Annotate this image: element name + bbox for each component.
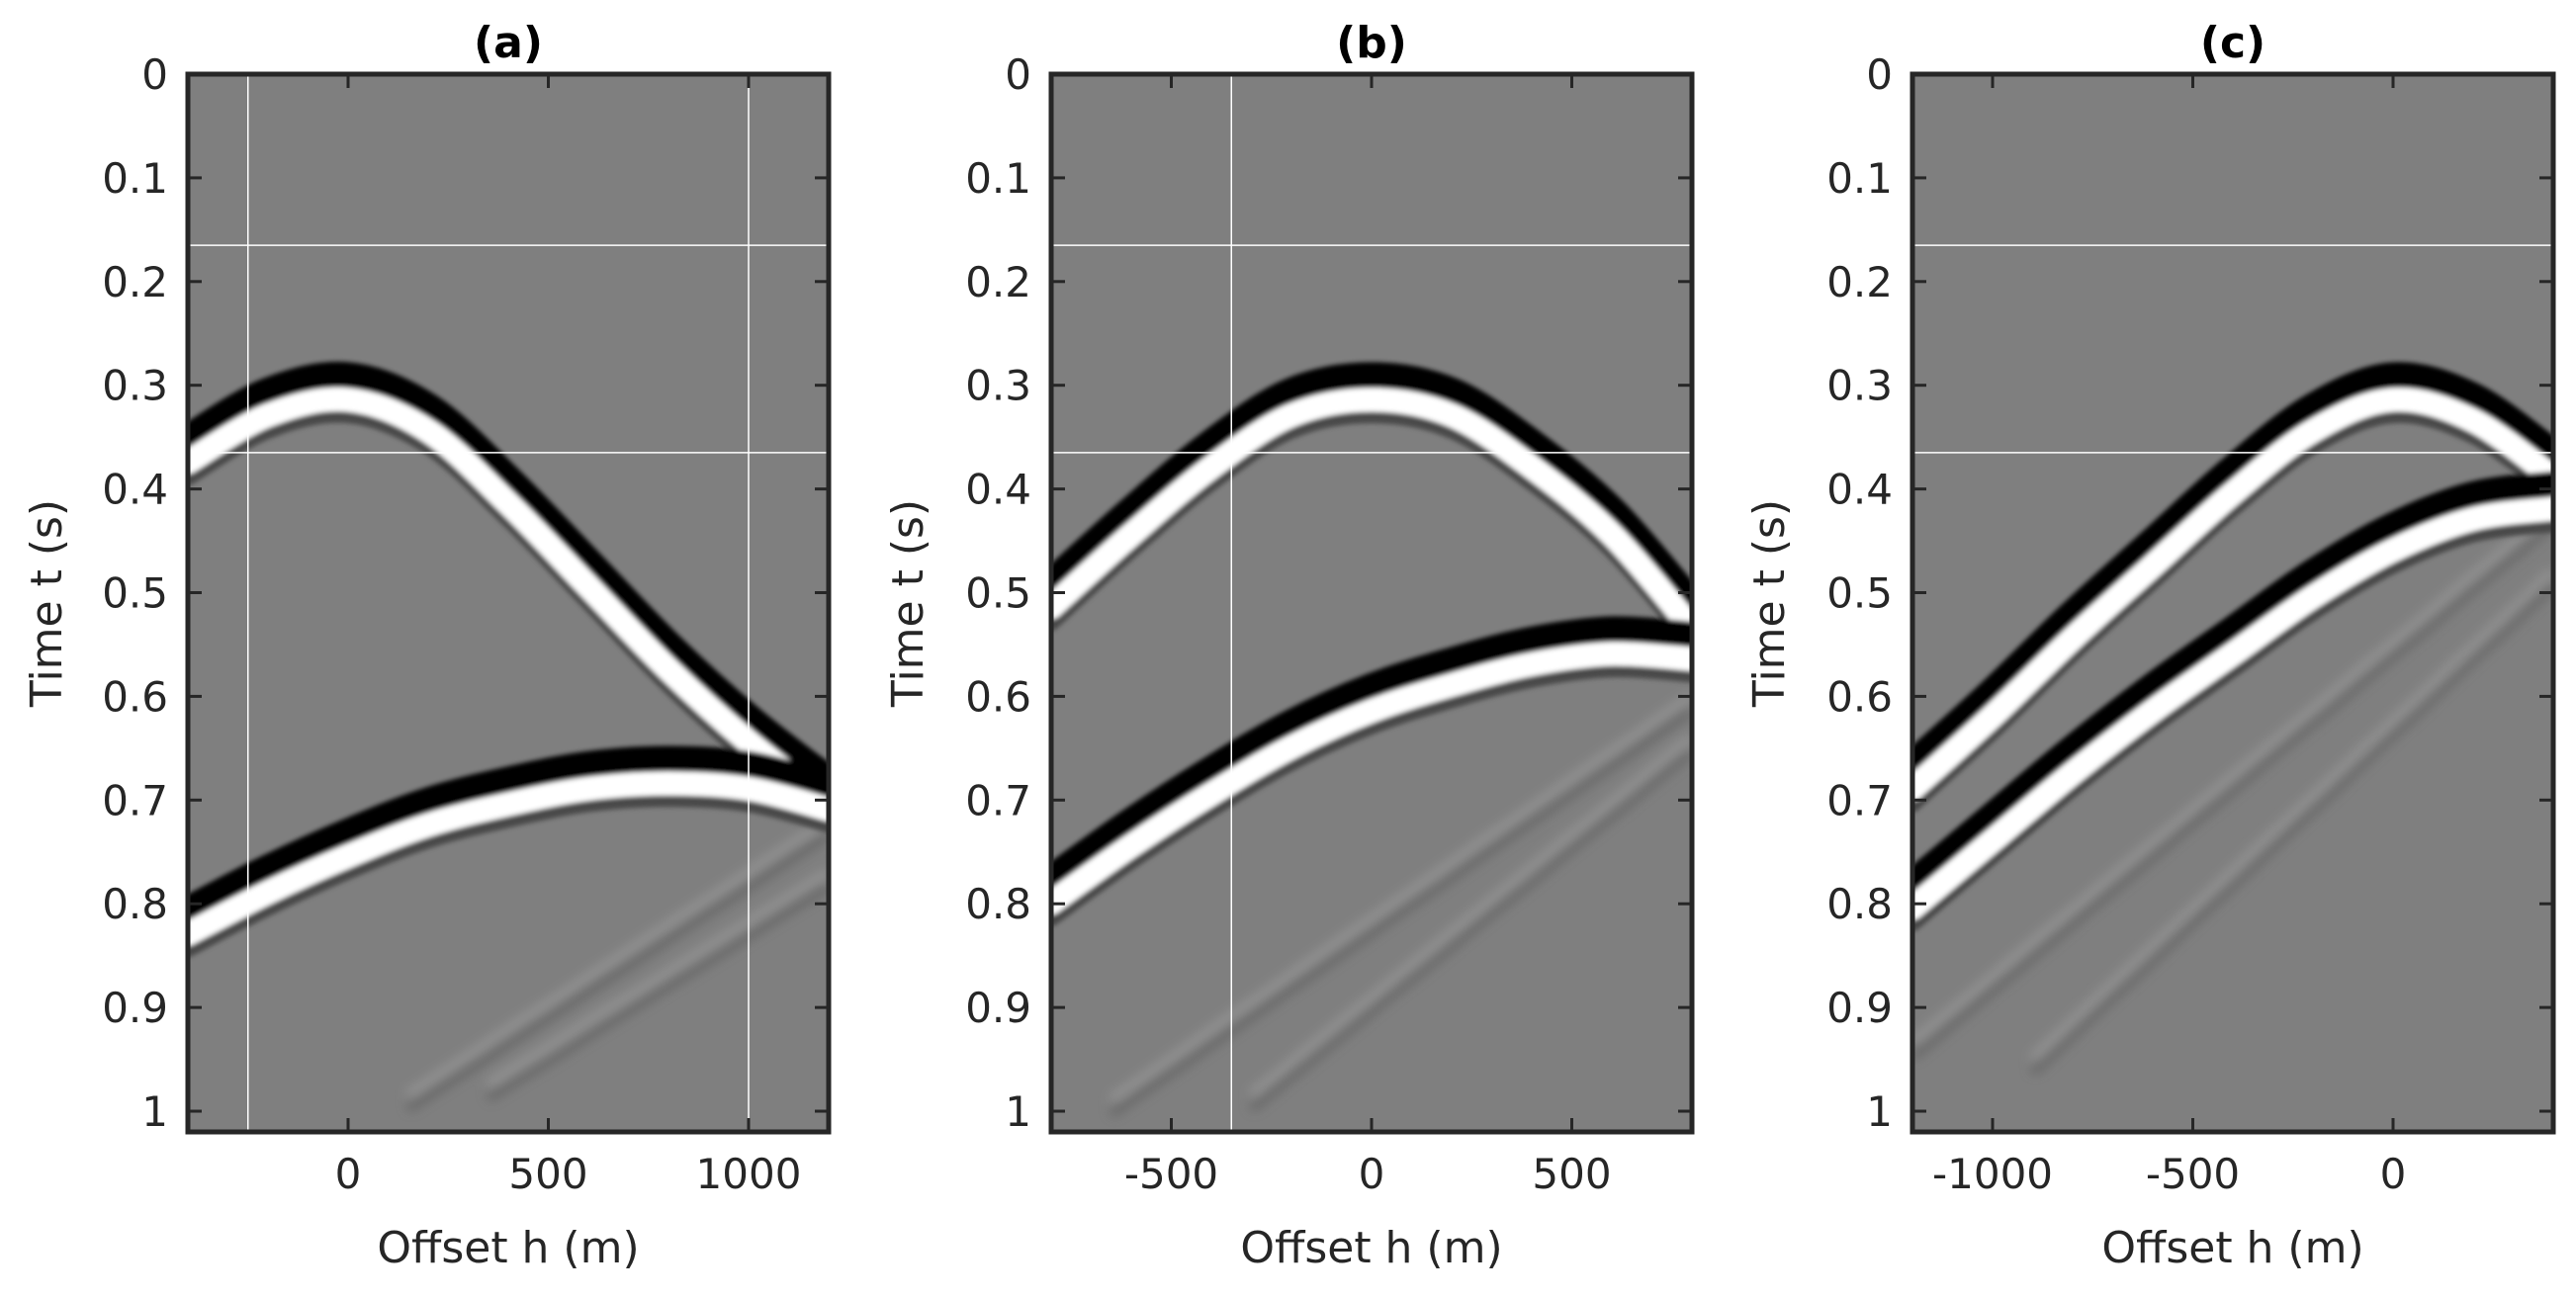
panel-a-event-2-trough	[188, 745, 829, 930]
panel-c-xlabel: Offset h (m)	[2101, 1223, 2363, 1273]
panel-a-event-1-trough	[188, 361, 829, 801]
panel-b-ytick-label: 0.4	[965, 466, 1031, 514]
panel-b-background	[1051, 74, 1692, 1132]
panel-b-ytick-label: 0.8	[965, 880, 1031, 928]
panel-c-faint-event-2-dark	[2029, 581, 2553, 1076]
panel-b-ytick-label: 0.9	[965, 984, 1031, 1032]
panel-b-event-1-trough	[1051, 362, 1692, 625]
panel-a-ytick-label: 0.8	[102, 880, 168, 928]
panel-c-ticks: 0 0.1 0.2 0.3 0.4 0.5 0.6 0.7 0.8 0.9 1 -1000 -500 0	[1826, 50, 2553, 1198]
panel-c-xtick-label: 0	[2380, 1150, 2407, 1198]
panel-c-ytick-label: 0.2	[1826, 258, 1893, 306]
panel-a-faint-event-2-bright	[486, 869, 829, 1089]
panel-b-faint-event-2-bright	[1248, 735, 1692, 1099]
panel-c-title: (c)	[2200, 18, 2265, 68]
panel-a-ytick-label: 0.5	[102, 569, 168, 618]
panel-c-faint-event-2-bright	[2029, 568, 2553, 1063]
panel-a-faint-event-1-bright	[405, 817, 829, 1099]
panel-c-faint-events	[1912, 506, 2553, 1076]
panel-b-event-1-peak	[1051, 388, 1692, 641]
panel-b-xtick-label: 0	[1359, 1150, 1385, 1198]
panel-a-ytick-label: 0.3	[102, 362, 168, 410]
panel-b-ytick-label: 0.6	[965, 672, 1031, 721]
panel-a-faint-events	[405, 817, 829, 1112]
panel-b-ytick-label: 0.2	[965, 258, 1031, 306]
panel-c-ytick-label: 0.1	[1826, 154, 1893, 203]
panel-b-ytick-label: 0.5	[965, 569, 1031, 618]
panel-b-faint-event-2-dark	[1248, 746, 1692, 1112]
panel-a-xtick-label: 1000	[696, 1150, 802, 1198]
panel-b-ytick-label: 0.7	[965, 776, 1031, 824]
panel-a-title: (a)	[474, 18, 543, 68]
panel-a-faint-event-2-dark	[486, 881, 829, 1101]
panel-a-ytick-label: 0.2	[102, 258, 168, 306]
panel-c-xtick-label: -500	[2146, 1150, 2240, 1198]
panel-c-ytick-label: 0.4	[1826, 466, 1893, 514]
panel-c-faint-event-1-dark	[1912, 519, 2553, 1060]
panel-b-title: (b)	[1336, 18, 1407, 68]
panel-a-grid	[188, 74, 829, 1132]
panel-a-xlabel: Offset h (m)	[377, 1223, 639, 1273]
panel-c-ylabel: Time t (s)	[1744, 499, 1795, 708]
panel-c-event-1-trough	[1912, 362, 2553, 785]
panel-b-faint-events	[1109, 693, 1692, 1117]
panel-a-xtick-label: 0	[335, 1150, 362, 1198]
panel-c-faint-event-1-bright	[1912, 506, 2553, 1047]
panel-a-background	[188, 74, 829, 1132]
panel-c-grid	[1912, 244, 2553, 454]
panel-b-event-2-peak	[1051, 642, 1692, 915]
panel-b-ytick-label: 0.1	[965, 154, 1031, 203]
panel-b-reflection-events	[1051, 362, 1692, 926]
panel-a-event-2-peak	[188, 771, 829, 946]
panel-a-ytick-label: 1	[141, 1087, 168, 1136]
panel-b-ylabel: Time t (s)	[883, 499, 933, 708]
panel-c-ytick-label: 0.3	[1826, 362, 1893, 410]
panel-a-xtick-label: 500	[508, 1150, 587, 1198]
panel-b-ticks: 0 0.1 0.2 0.3 0.4 0.5 0.6 0.7 0.8 0.9 1 -500 0 500	[965, 50, 1692, 1198]
panel-a-ytick-label: 0.9	[102, 984, 168, 1032]
panel-b-ytick-label: 0	[1005, 50, 1031, 99]
panel-a-ytick-label: 0.7	[102, 776, 168, 824]
panel-c-ytick-label: 0	[1866, 50, 1893, 99]
panel-a-event-1-peak	[188, 387, 829, 817]
panel-b-grid	[1051, 74, 1692, 1132]
panel-a-ytick-label: 0	[141, 50, 168, 99]
panel-c-event-1-peak	[1912, 388, 2553, 801]
panel-b-xlabel: Offset h (m)	[1240, 1223, 1502, 1273]
panel-a: 0 0.1 0.2 0.3 0.4 0.5 0.6 0.7 0.8 0.9 1 0 500 1000 (a…	[22, 18, 832, 1273]
panel-b-faint-event-1-dark	[1109, 705, 1692, 1117]
panel-b-event-2-sidelobe	[1051, 659, 1692, 926]
panel-a-ticks: 0 0.1 0.2 0.3 0.4 0.5 0.6 0.7 0.8 0.9 1 0 500 1000	[102, 50, 829, 1198]
panel-b-ytick-label: 1	[1005, 1087, 1031, 1136]
panel-c-xtick-label: -1000	[1932, 1150, 2053, 1198]
panel-a-ylabel: Time t (s)	[22, 499, 72, 708]
panel-a-reflection-events	[188, 361, 829, 958]
panel-b: 0 0.1 0.2 0.3 0.4 0.5 0.6 0.7 0.8 0.9 1 -500 0 500 (b…	[883, 18, 1695, 1273]
panel-c-ytick-label: 0.6	[1826, 672, 1893, 721]
panel-b-faint-event-1-bright	[1109, 693, 1692, 1104]
panel-c-event-2-trough	[1912, 471, 2553, 905]
panel-c-ytick-label: 1	[1866, 1087, 1893, 1136]
panel-b-xtick-label: -500	[1124, 1150, 1218, 1198]
panel-a-faint-event-1-dark	[405, 829, 829, 1112]
panel-a-ytick-label: 0.1	[102, 154, 168, 203]
panel-a-ytick-label: 0.6	[102, 672, 168, 721]
panel-c-reflection-events	[1912, 362, 2553, 932]
panel-a-event-2-sidelobe	[188, 789, 829, 958]
panel-c-ytick-label: 0.8	[1826, 880, 1893, 928]
panel-c-frame	[1910, 71, 2556, 1135]
panel-c-ytick-label: 0.9	[1826, 984, 1893, 1032]
panel-b-xtick-label: 500	[1532, 1150, 1611, 1198]
panel-c: 0 0.1 0.2 0.3 0.4 0.5 0.6 0.7 0.8 0.9 1 -1000 -500 0 …	[1744, 18, 2556, 1273]
panel-c-ytick-label: 0.5	[1826, 569, 1893, 618]
panel-a-ytick-label: 0.4	[102, 466, 168, 514]
panel-b-event-2-trough	[1051, 616, 1692, 900]
panel-b-ytick-label: 0.3	[965, 362, 1031, 410]
panel-a-frame	[185, 71, 832, 1135]
panel-c-event-2-peak	[1912, 496, 2553, 920]
panel-c-ytick-label: 0.7	[1826, 776, 1893, 824]
